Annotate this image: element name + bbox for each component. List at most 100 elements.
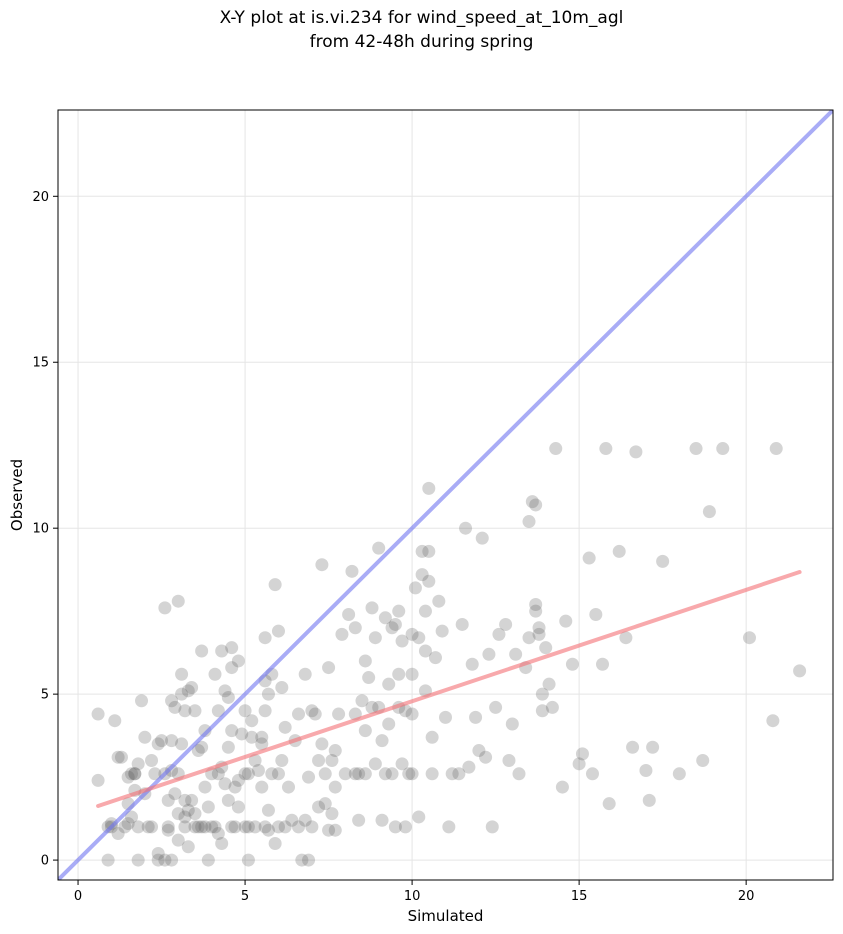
data-point	[702, 505, 716, 519]
data-point	[248, 754, 262, 768]
data-point	[221, 793, 235, 807]
data-point	[225, 724, 239, 738]
data-point	[348, 621, 362, 635]
data-point	[188, 807, 202, 821]
data-point	[345, 564, 359, 578]
data-point	[181, 840, 195, 854]
data-point	[338, 767, 352, 781]
data-point	[469, 710, 483, 724]
data-point	[268, 578, 282, 592]
axis-ticks: 0 5 10 15 20 0 5 10 15 20	[32, 190, 754, 904]
data-point	[352, 813, 366, 827]
data-point	[398, 704, 412, 718]
data-point	[318, 797, 332, 811]
data-point	[168, 787, 182, 801]
data-point	[251, 763, 265, 777]
data-point	[793, 664, 807, 678]
identity-line	[58, 110, 833, 880]
x-tick-label: 20	[738, 889, 755, 904]
data-point	[278, 720, 292, 734]
data-point	[221, 740, 235, 754]
data-point	[175, 737, 189, 751]
data-point	[278, 820, 292, 834]
y-tick-label: 20	[32, 190, 49, 205]
data-point	[482, 647, 496, 661]
data-point	[178, 820, 192, 834]
data-point	[138, 730, 152, 744]
data-point	[505, 717, 519, 731]
data-point	[305, 820, 319, 834]
data-point	[509, 647, 523, 661]
data-point	[565, 657, 579, 671]
data-point	[188, 704, 202, 718]
data-point	[328, 744, 342, 758]
data-point	[535, 704, 549, 718]
data-point	[385, 767, 399, 781]
data-point	[161, 793, 175, 807]
data-point	[522, 631, 536, 645]
data-point	[325, 807, 339, 821]
data-point	[716, 442, 730, 456]
data-point	[395, 757, 409, 771]
data-point	[328, 780, 342, 794]
data-point	[108, 714, 122, 728]
data-point	[629, 445, 643, 459]
data-point	[181, 803, 195, 817]
data-point	[201, 853, 215, 867]
data-point	[218, 684, 232, 698]
data-point	[124, 810, 138, 824]
data-point	[131, 820, 145, 834]
data-point	[171, 833, 185, 847]
data-point	[368, 757, 382, 771]
data-point	[462, 760, 476, 774]
data-point	[245, 730, 259, 744]
data-point	[332, 707, 346, 721]
data-point	[375, 813, 389, 827]
data-point	[228, 780, 242, 794]
data-point	[292, 707, 306, 721]
data-point	[285, 813, 299, 827]
data-point	[191, 820, 205, 834]
data-point	[165, 853, 179, 867]
data-point	[302, 770, 316, 784]
data-point	[141, 820, 155, 834]
data-point	[742, 631, 756, 645]
data-point	[235, 727, 249, 741]
data-point	[348, 767, 362, 781]
data-point	[422, 481, 436, 495]
data-point	[502, 754, 516, 768]
data-point	[315, 558, 329, 572]
data-point	[131, 853, 145, 867]
data-point	[241, 767, 255, 781]
data-point	[405, 767, 419, 781]
data-point	[358, 654, 372, 668]
data-point	[261, 687, 275, 701]
data-point	[91, 773, 105, 787]
data-point	[215, 644, 229, 658]
data-point	[532, 627, 546, 641]
data-point	[439, 710, 452, 724]
chart-title-line-1: X-Y plot at is.vi.234 for wind_speed_at_…	[219, 8, 624, 28]
data-point	[245, 714, 259, 728]
data-point	[412, 810, 426, 824]
data-point	[612, 544, 626, 558]
data-point	[402, 767, 416, 781]
y-axis-label: Observed	[8, 459, 26, 531]
data-point	[268, 836, 282, 850]
data-point	[211, 767, 225, 781]
data-point	[231, 800, 245, 814]
x-tick-label: 15	[571, 889, 588, 904]
data-point	[185, 793, 199, 807]
data-point	[178, 704, 192, 718]
data-point	[121, 770, 135, 784]
data-point	[489, 700, 503, 714]
data-point	[672, 767, 686, 781]
data-point	[388, 617, 402, 631]
data-point	[305, 704, 319, 718]
data-point	[312, 754, 326, 768]
data-point	[639, 763, 653, 777]
data-point	[255, 737, 269, 751]
data-point	[111, 827, 125, 841]
data-point	[178, 810, 192, 824]
data-point	[769, 442, 783, 456]
